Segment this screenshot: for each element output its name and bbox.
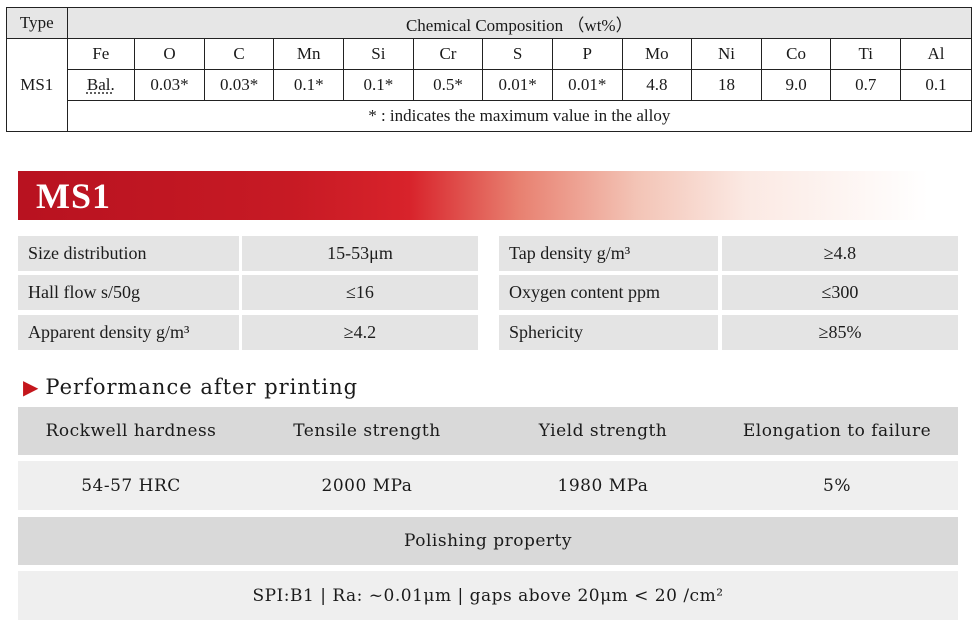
element-header: C — [203, 38, 275, 70]
performance-header: Yield strength — [538, 421, 668, 441]
element-header: O — [134, 38, 205, 70]
property-label: Hall flow s/50g — [18, 275, 239, 310]
element-value: 18 — [691, 69, 762, 101]
element-value: 0.03* — [134, 69, 205, 101]
element-header: Fe — [66, 38, 136, 70]
performance-header: Rockwell hardness — [45, 421, 217, 441]
property-label: Tap density g/m³ — [499, 236, 718, 271]
banner-title: MS1 — [36, 176, 111, 216]
triangle-right-icon: ▶ — [23, 375, 40, 399]
element-value: 0.1* — [343, 69, 414, 101]
element-value: 0.7 — [830, 69, 902, 101]
material-banner — [18, 171, 928, 220]
material-name: MS1 — [6, 38, 68, 132]
property-value: ≤300 — [722, 275, 958, 310]
element-header: P — [551, 38, 623, 70]
element-value: Bal. — [66, 69, 136, 101]
element-value: 0.1* — [273, 69, 345, 101]
property-label: Sphericity — [499, 315, 718, 350]
property-value: ≥85% — [722, 315, 958, 350]
property-value: ≥4.2 — [242, 315, 478, 350]
element-header: Al — [900, 38, 972, 70]
element-header: Co — [760, 38, 832, 70]
element-header: Mn — [273, 38, 345, 70]
element-value: 0.01* — [482, 69, 553, 101]
property-label: Oxygen content ppm — [499, 275, 718, 310]
element-value: 0.01* — [551, 69, 623, 101]
element-value-text: Bal. — [86, 75, 115, 94]
performance-header: Tensile strength — [293, 421, 441, 441]
chemical-composition-table: Type Chemical Composition （wt%） MS1 Fe O… — [6, 7, 973, 132]
element-header: Cr — [412, 38, 484, 70]
element-header: S — [482, 38, 553, 70]
property-value: ≥4.8 — [722, 236, 958, 271]
type-header: Type — [6, 7, 68, 39]
element-value: 0.03* — [203, 69, 275, 101]
composition-title: Chemical Composition （wt%） — [66, 7, 973, 39]
element-value: 4.8 — [621, 69, 693, 101]
element-value: 0.5* — [412, 69, 484, 101]
performance-value: 2000 MPa — [321, 475, 413, 496]
polishing-title: Polishing property — [404, 531, 572, 551]
element-header: Ni — [691, 38, 762, 70]
performance-value: 1980 MPa — [557, 475, 649, 496]
performance-value-row: 54-57 HRC 2000 MPa 1980 MPa 5% — [18, 461, 958, 510]
performance-header-row: Rockwell hardness Tensile strength Yield… — [18, 407, 958, 455]
element-value: 0.1 — [900, 69, 972, 101]
element-header: Si — [343, 38, 414, 70]
composition-note: * : indicates the maximum value in the a… — [66, 100, 973, 132]
property-value: 15-53μm — [242, 236, 478, 271]
polishing-value: SPI:B1 | Ra: ~0.01μm | gaps above 20μm <… — [252, 585, 724, 606]
property-label: Apparent density g/m³ — [18, 315, 239, 350]
element-value: 9.0 — [760, 69, 832, 101]
performance-heading: ▶ Performance after printing — [23, 372, 358, 402]
performance-header: Elongation to failure — [742, 421, 932, 441]
element-header: Mo — [621, 38, 693, 70]
performance-value: 54-57 HRC — [81, 475, 181, 496]
performance-title: Performance after printing — [45, 375, 359, 399]
element-header: Ti — [830, 38, 902, 70]
property-label: Size distribution — [18, 236, 239, 271]
polishing-header-row: Polishing property — [18, 517, 958, 565]
polishing-value-row: SPI:B1 | Ra: ~0.01μm | gaps above 20μm <… — [18, 571, 958, 620]
property-value: ≤16 — [242, 275, 478, 310]
performance-value: 5% — [823, 475, 851, 496]
